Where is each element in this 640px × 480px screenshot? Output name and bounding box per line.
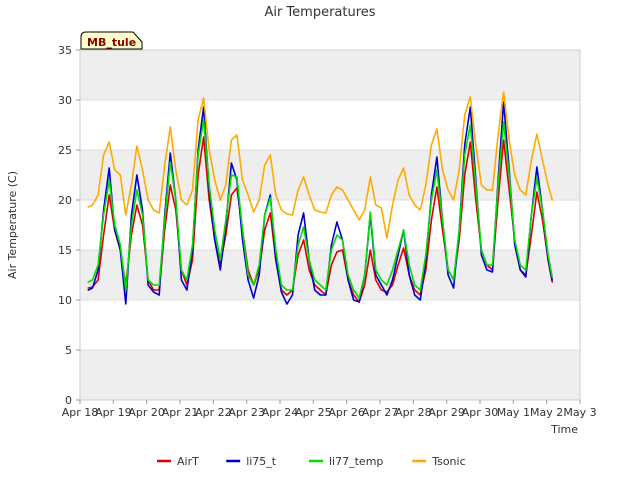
x-tick-label: Apr 18 <box>62 406 99 419</box>
y-tick-label: 25 <box>58 144 72 157</box>
legend-label-tsonic: Tsonic <box>431 455 465 468</box>
y-tick-label: 20 <box>58 194 72 207</box>
y-tick-label: 15 <box>58 244 72 257</box>
legend-label-li75-t: li75_t <box>246 455 277 468</box>
x-tick-label: May 1 <box>497 406 530 419</box>
x-tick-label: Apr 25 <box>295 406 332 419</box>
x-tick-label: Apr 27 <box>362 406 399 419</box>
y-tick-label: 30 <box>58 94 72 107</box>
site-label-badge: MB_tule <box>80 31 143 50</box>
series-layer <box>87 91 554 305</box>
x-tick-label: Apr 23 <box>228 406 265 419</box>
x-tick-label: Apr 24 <box>262 406 299 419</box>
legend-label-li77-temp: li77_temp <box>329 455 383 468</box>
x-tick-label: Apr 20 <box>128 406 165 419</box>
y-axis-label: Air Temperature (C) <box>6 171 19 279</box>
series-line-airt <box>87 136 554 303</box>
site-label-box <box>80 31 143 50</box>
plot-border <box>79 49 581 401</box>
x-tick-label: Apr 29 <box>428 406 465 419</box>
x-tick-label: Apr 26 <box>328 406 365 419</box>
y-axis-ticks: 0 5 10 15 20 25 30 35 <box>58 44 80 407</box>
x-tick-label: May 3 <box>563 406 596 419</box>
legend: AirT li75_t li77_temp Tsonic <box>157 455 466 468</box>
x-tick-label: Apr 28 <box>395 406 432 419</box>
y-tick-label: 5 <box>65 344 72 357</box>
chart-title: Air Temperatures <box>264 5 375 20</box>
x-tick-label: Apr 30 <box>462 406 499 419</box>
x-tick-label: Apr 22 <box>195 406 232 419</box>
y-tick-label: 10 <box>58 294 72 307</box>
site-label-text: MB_tule <box>87 36 136 49</box>
legend-label-airt: AirT <box>177 455 199 468</box>
grid-band <box>80 50 580 100</box>
x-tick-label: Apr 19 <box>95 406 132 419</box>
grid-band <box>80 300 580 350</box>
y-tick-label: 0 <box>65 394 72 407</box>
x-tick-label: Apr 21 <box>162 406 199 419</box>
x-axis-label: Time <box>550 423 578 436</box>
grid-band <box>80 350 580 400</box>
series-line-tsonic <box>87 91 554 239</box>
x-tick-label: May 2 <box>530 406 563 419</box>
series-line-li77-temp <box>87 119 554 299</box>
grid-band <box>80 200 580 250</box>
y-tick-label: 35 <box>58 44 72 57</box>
